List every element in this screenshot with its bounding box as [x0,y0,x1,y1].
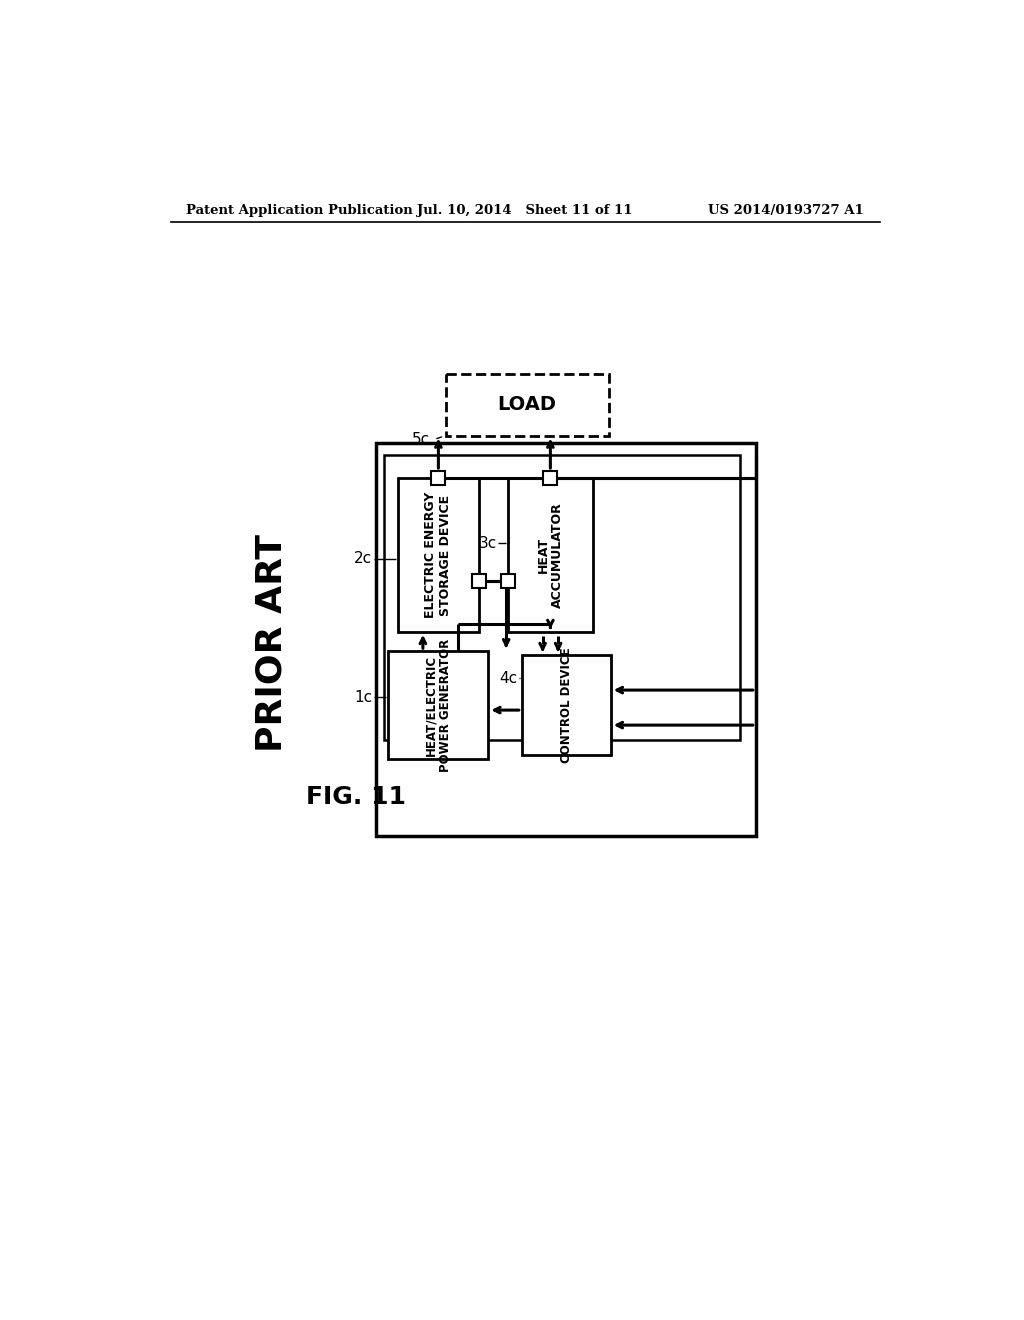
Text: Patent Application Publication: Patent Application Publication [186,205,413,218]
Bar [521,655,611,755]
Bar [388,651,488,759]
Bar [445,374,608,436]
Text: 3c: 3c [478,536,497,550]
Text: CONTROL DEVICE: CONTROL DEVICE [560,647,572,763]
Text: Jul. 10, 2014   Sheet 11 of 11: Jul. 10, 2014 Sheet 11 of 11 [417,205,633,218]
Text: 5c: 5c [412,432,430,447]
Bar [544,471,557,484]
Bar [431,471,445,484]
Text: 2c: 2c [354,552,372,566]
Text: LOAD: LOAD [498,395,557,414]
Text: PRIOR ART: PRIOR ART [254,535,289,752]
Bar [397,478,479,632]
Bar [501,574,515,589]
Text: US 2014/0193727 A1: US 2014/0193727 A1 [709,205,864,218]
Text: ELECTRIC ENERGY
STORAGE DEVICE: ELECTRIC ENERGY STORAGE DEVICE [424,492,453,618]
Text: HEAT
ACCUMULATOR: HEAT ACCUMULATOR [537,502,564,607]
Bar [384,455,740,739]
Text: HEAT/ELECTRIC
POWER GENERATOR: HEAT/ELECTRIC POWER GENERATOR [424,639,452,772]
Text: 1c: 1c [354,690,372,705]
Bar [376,444,756,836]
Text: FIG. 11: FIG. 11 [306,785,407,809]
Bar [472,574,486,589]
Text: 4c: 4c [499,671,517,685]
Bar [508,478,593,632]
